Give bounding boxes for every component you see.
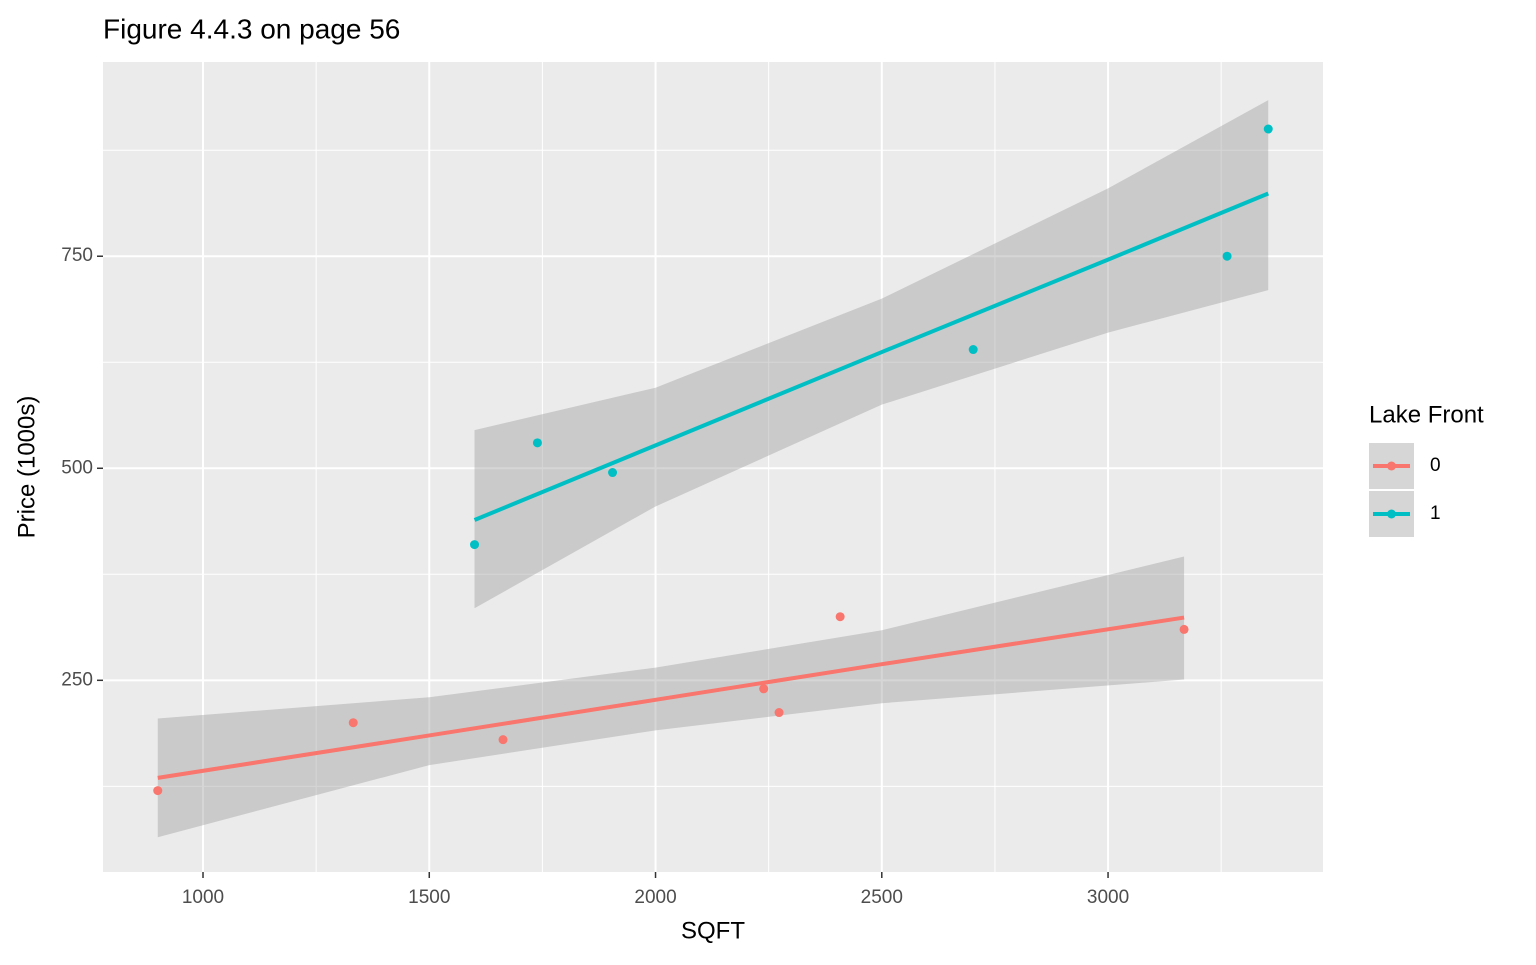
fit-line — [473, 191, 1270, 522]
point — [470, 540, 480, 550]
legend-label: 1 — [1430, 503, 1441, 524]
fit-line — [157, 615, 1185, 780]
legend-point — [1387, 461, 1396, 471]
point — [1179, 624, 1189, 634]
point — [1263, 124, 1273, 134]
point — [835, 612, 845, 622]
chart-title: Figure 4.4.3 on page 56 — [103, 13, 400, 44]
plot-panel — [103, 62, 1323, 872]
x-tick-label: 2000 — [634, 887, 676, 908]
point — [153, 786, 163, 796]
y-tick-label: 750 — [61, 245, 93, 266]
point — [532, 438, 542, 448]
point — [968, 345, 978, 355]
y-tick-label: 250 — [61, 669, 93, 690]
point — [498, 735, 508, 745]
legend-point — [1387, 509, 1396, 519]
point — [1222, 251, 1232, 261]
x-tick-label: 1000 — [182, 887, 224, 908]
x-tick-label: 3000 — [1087, 887, 1129, 908]
x-tick-label: 2500 — [861, 887, 903, 908]
legend-title: Lake Front — [1369, 401, 1484, 428]
y-tick-label: 500 — [61, 457, 93, 478]
point — [608, 468, 618, 478]
point — [774, 708, 784, 718]
point — [759, 684, 769, 694]
marks — [153, 124, 1273, 796]
y-axis-label: Price (1000s) — [13, 396, 40, 539]
point — [348, 718, 358, 728]
x-tick-label: 1500 — [408, 887, 450, 908]
x-axis-label: SQFT — [681, 917, 745, 944]
confidence-band — [474, 100, 1269, 609]
legend: 01 — [1369, 443, 1441, 537]
legend-label: 0 — [1430, 455, 1441, 476]
